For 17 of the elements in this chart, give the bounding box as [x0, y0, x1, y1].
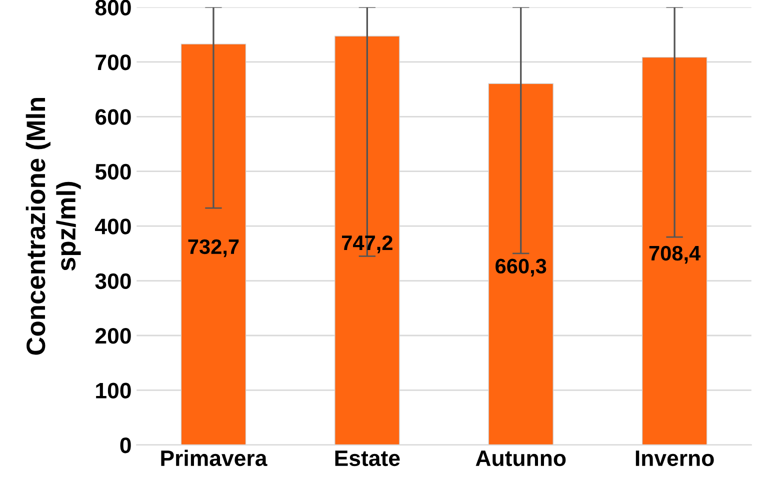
y-tick-label: 0 [120, 437, 131, 454]
y-tick-label: 500 [95, 164, 131, 180]
y-tick-label: 400 [95, 218, 131, 234]
y-tick-label: 800 [95, 0, 131, 16]
x-tick-label: Autunno [476, 450, 566, 466]
y-tick-label: 600 [96, 109, 131, 125]
y-axis-title: Concentrazione (Mln spz/ml) [26, 98, 81, 355]
data-label: 708,4 [649, 246, 701, 264]
x-tick-label: Primavera [161, 450, 268, 466]
data-label: 732,7 [188, 239, 239, 258]
y-tick-label: 200 [95, 328, 131, 344]
y-tick-label: 300 [95, 273, 131, 290]
x-tick-label: Estate [335, 450, 400, 466]
x-tick-label: Inverno [636, 450, 714, 466]
y-tick-label: 700 [96, 54, 131, 70]
data-label: 660,3 [496, 258, 546, 277]
y-tick-label: 100 [96, 382, 131, 398]
